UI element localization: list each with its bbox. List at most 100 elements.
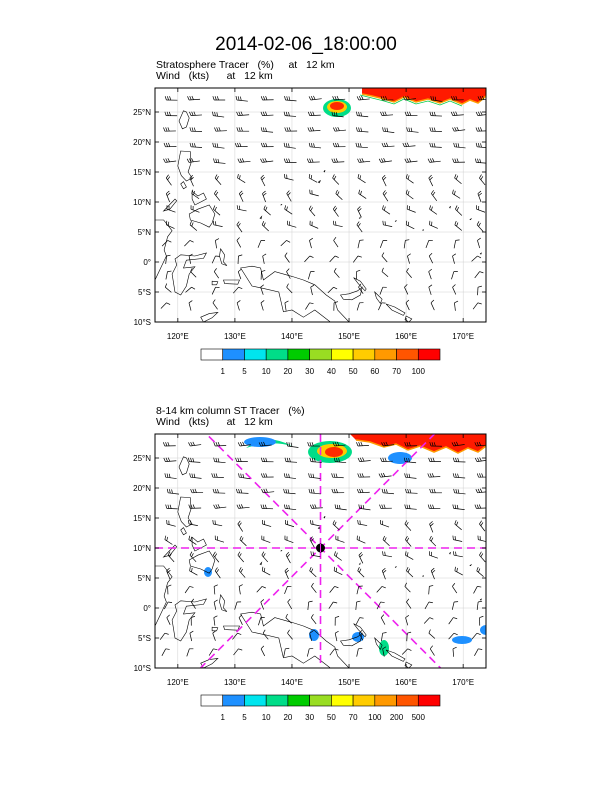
wind-barb-shaft [423, 617, 430, 624]
wind-barb-feather [285, 613, 288, 618]
wind-barb-shaft [333, 240, 339, 248]
wind-barb-feather [191, 553, 194, 557]
wind-barb-feather [239, 553, 242, 558]
wind-barb-shaft [357, 209, 362, 218]
wind-barb-feather [479, 96, 483, 100]
wind-barb-feather [237, 142, 240, 147]
wind-barb-feather [238, 488, 241, 494]
wind-barb-feather [405, 551, 407, 556]
wind-barb-feather [189, 127, 192, 132]
colorbar-swatch [200, 348, 224, 361]
wind-barb-feather [190, 504, 193, 509]
wind-barb-feather [167, 96, 169, 101]
wind-barb-shaft [189, 554, 197, 563]
colorbar-swatch [331, 348, 354, 361]
coastline [155, 565, 173, 627]
colorbar-swatch [287, 694, 310, 707]
wind-barb-feather [357, 158, 360, 163]
coastline [394, 220, 397, 222]
wind-barb-feather [214, 567, 218, 572]
wind-barb-shaft [283, 648, 286, 657]
wind-barb-feather [237, 457, 240, 462]
wind-barb-feather [212, 220, 215, 225]
wind-barb-feather [476, 504, 479, 509]
wind-barb-feather [477, 255, 482, 259]
wind-barb-feather [410, 127, 413, 132]
wind-barb-feather [238, 614, 243, 618]
wind-barb-feather [191, 142, 194, 148]
wind-barb-feather [357, 174, 360, 179]
wind-barb-feather [382, 127, 384, 132]
wind-barb-feather [382, 632, 387, 634]
wind-barb-shaft [476, 224, 484, 232]
wind-barb-feather [261, 176, 265, 181]
wind-barb-feather [429, 535, 432, 540]
wind-barb-feather [356, 221, 360, 225]
wind-barb-shaft [161, 648, 167, 657]
wind-barb-feather [191, 127, 194, 132]
wind-barb-feather [166, 614, 170, 618]
wind-barb-feather [213, 584, 218, 587]
wind-barb-shaft [378, 302, 382, 311]
wind-barb-feather [381, 504, 384, 509]
wind-barb-feather [358, 111, 360, 116]
wind-barb-shaft [311, 586, 317, 593]
coastline [171, 252, 207, 296]
wind-barb-feather [379, 504, 382, 509]
wind-barb-shaft [186, 648, 190, 657]
wind-barb-shaft [189, 177, 194, 187]
wind-barb-feather [427, 504, 430, 509]
wind-barb-feather [453, 111, 456, 116]
wind-barb-shaft [213, 523, 223, 527]
wind-barb-feather [189, 630, 194, 634]
wind-barb-feather [240, 127, 243, 132]
wind-barb-feather [333, 286, 338, 290]
wind-barb-feather [431, 142, 434, 148]
wind-barb-feather [285, 552, 290, 556]
wind-barb-feather [479, 174, 482, 179]
wind-barb-feather [429, 585, 434, 587]
wind-barb-shaft [454, 224, 463, 231]
wind-barb-shaft [429, 539, 437, 547]
wind-barb-feather [356, 442, 359, 447]
wind-barb-feather [480, 553, 484, 558]
wind-barb-feather [260, 96, 263, 101]
coastline [404, 661, 413, 668]
wind-barb-feather [337, 142, 340, 147]
wind-barb-feather [357, 206, 361, 210]
wind-barb-feather [356, 488, 360, 493]
wind-barb-feather [380, 457, 383, 462]
colorbar-label: 60 [370, 367, 379, 376]
wind-barb-feather [451, 96, 454, 101]
wind-barb-feather [217, 441, 220, 446]
wind-barb-shaft [327, 286, 334, 294]
wind-barb-feather [188, 519, 190, 525]
wind-barb-feather [358, 208, 362, 212]
wind-barb-shaft [305, 302, 310, 310]
wind-barb-feather [166, 567, 170, 572]
lat-label: 5°S [138, 634, 151, 643]
wind-barb-shaft [356, 648, 359, 657]
wind-barb-feather [474, 504, 477, 509]
wind-barb-feather [307, 442, 310, 447]
wind-barb-feather [311, 143, 313, 148]
lat-label: 10°N [133, 544, 151, 553]
wind-barb-feather [240, 568, 243, 573]
wind-barb-shaft [166, 570, 171, 580]
wind-barb-feather [453, 96, 456, 101]
lon-label: 150°E [338, 678, 360, 687]
wind-barb-shaft [165, 255, 167, 264]
top-colorbar: 1 5 10 20 30 40 50 60 70 100 [200, 348, 441, 376]
wind-barb-shaft [429, 224, 438, 229]
bottom-map-frame [154, 433, 487, 669]
wind-barb-feather [334, 255, 339, 258]
wind-barb-feather [286, 158, 289, 163]
wind-barb-feather [452, 189, 454, 194]
wind-barb-feather [307, 111, 311, 116]
wind-barb-feather [188, 300, 193, 304]
wind-barb-shaft [166, 224, 175, 229]
wind-barb-feather [384, 111, 387, 116]
wind-barb-feather [432, 96, 435, 101]
wind-barb-shaft [164, 601, 169, 610]
wind-barb-shaft [215, 240, 217, 249]
